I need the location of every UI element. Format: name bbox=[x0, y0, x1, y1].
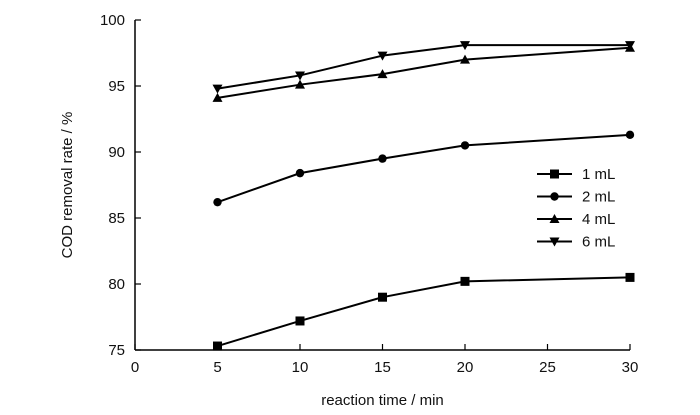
series-line bbox=[217, 276, 631, 347]
series-2-ml bbox=[213, 130, 635, 207]
legend-item: 1 mL bbox=[537, 166, 615, 183]
series-1-ml bbox=[213, 272, 635, 351]
y-tick-label: 95 bbox=[108, 78, 125, 95]
legend: 1 mL 2 mL 4 mL 6 mL bbox=[537, 166, 615, 251]
data-point bbox=[295, 71, 305, 81]
series-4-ml bbox=[212, 42, 635, 102]
data-point bbox=[377, 51, 388, 61]
y-axis-title: COD removal rate / % bbox=[59, 112, 76, 259]
x-tick-label: 20 bbox=[457, 359, 474, 376]
legend-item: 6 mL bbox=[537, 234, 615, 251]
data-point bbox=[460, 141, 470, 150]
legend-marker bbox=[549, 237, 560, 247]
series-6-ml bbox=[212, 41, 635, 94]
x-axis-title: reaction time / min bbox=[321, 392, 444, 409]
legend-item: 2 mL bbox=[537, 189, 615, 206]
legend-label: 6 mL bbox=[582, 234, 615, 251]
series-line bbox=[217, 133, 631, 204]
legend-marker bbox=[550, 192, 559, 201]
y-tick-label: 85 bbox=[108, 210, 125, 227]
data-point bbox=[460, 276, 470, 286]
series-layer bbox=[212, 41, 635, 351]
data-point bbox=[295, 79, 305, 89]
data-point bbox=[378, 154, 387, 163]
legend-marker bbox=[550, 169, 559, 179]
x-tick-label: 0 bbox=[131, 359, 139, 376]
data-point bbox=[213, 341, 222, 351]
x-tick-label: 30 bbox=[622, 359, 639, 376]
x-tick-label: 10 bbox=[292, 359, 309, 376]
data-point bbox=[378, 292, 387, 302]
x-tick-label: 15 bbox=[374, 359, 391, 376]
data-point bbox=[377, 69, 388, 79]
legend-label: 4 mL bbox=[582, 211, 615, 228]
y-tick-label: 100 bbox=[100, 12, 125, 29]
y-tick-label: 90 bbox=[108, 144, 125, 161]
data-point bbox=[295, 168, 305, 178]
data-point bbox=[625, 41, 635, 51]
y-tick-label: 75 bbox=[108, 342, 125, 359]
x-tick-label: 25 bbox=[539, 359, 556, 376]
data-point bbox=[625, 272, 635, 282]
legend-label: 1 mL bbox=[582, 166, 615, 183]
data-point bbox=[213, 197, 222, 207]
data-point bbox=[460, 54, 470, 64]
data-point bbox=[460, 41, 470, 51]
series-line bbox=[217, 46, 631, 99]
axes: 0 5 10 15 20 25 30 75 80 85 90 95 100 bbox=[100, 12, 638, 376]
x-tick-label: 5 bbox=[213, 359, 221, 376]
data-point bbox=[212, 92, 223, 102]
data-point bbox=[212, 84, 223, 94]
data-point bbox=[295, 316, 305, 326]
legend-item: 4 mL bbox=[537, 211, 615, 228]
y-tick-label: 80 bbox=[108, 276, 125, 293]
data-point bbox=[625, 130, 635, 140]
legend-label: 2 mL bbox=[582, 189, 615, 206]
legend-marker bbox=[549, 214, 560, 223]
